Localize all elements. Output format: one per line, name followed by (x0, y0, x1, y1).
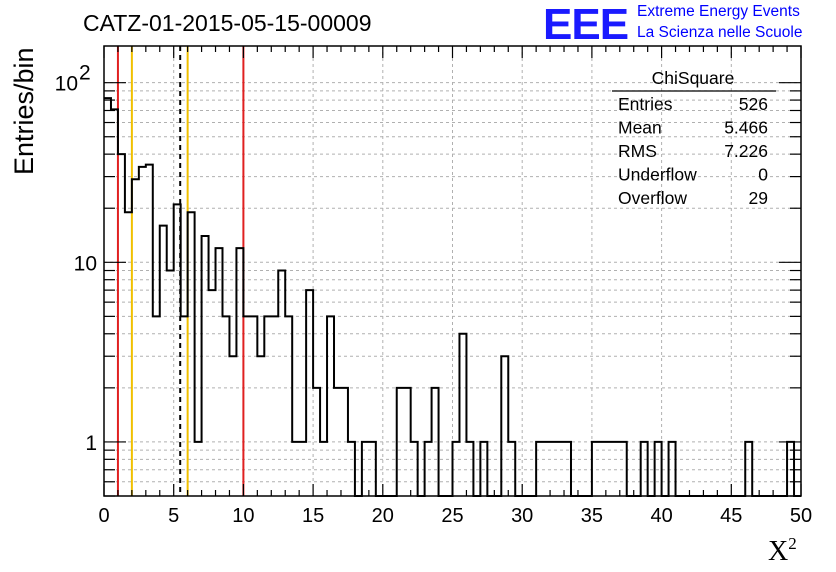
y-tick-exponent: 2 (79, 62, 91, 85)
stats-label: Entries (618, 94, 673, 114)
x-tick-label: 15 (302, 505, 324, 527)
x-tick-label: 40 (650, 505, 672, 527)
stats-label: Underflow (618, 165, 697, 185)
x-tick-label: 30 (511, 505, 533, 527)
x-tick-label: 35 (581, 505, 603, 527)
eee-logo: EEE (543, 0, 629, 49)
stats-label: Overflow (618, 188, 687, 208)
plot-title: CATZ-01-2015-05-15-00009 (83, 10, 372, 36)
x-tick-label: 25 (441, 505, 463, 527)
y-tick-label: 1 (85, 432, 97, 455)
stats-value: 526 (739, 94, 768, 114)
x-axis-label: X2 (768, 534, 797, 567)
stats-title: ChiSquare (652, 68, 735, 88)
stats-label: RMS (618, 141, 657, 161)
stats-label: Mean (618, 118, 662, 138)
x-tick-label: 10 (232, 505, 254, 527)
stats-box: ChiSquare Entries 526 Mean 5.466 RMS 7.226 Unde… (612, 68, 776, 208)
x-tick-label: 20 (372, 505, 394, 527)
logo-line-1: Extreme Energy Events (637, 3, 800, 20)
x-tick-label: 45 (720, 505, 742, 527)
x-tick-label: 5 (168, 505, 179, 527)
logo-line-2: La Scienza nelle Scuole (637, 24, 803, 41)
y-tick-label: 10 (74, 252, 97, 275)
stats-value: 7.226 (724, 141, 768, 161)
stats-value: 5.466 (724, 118, 768, 138)
stats-value: 0 (758, 165, 768, 185)
stats-value: 29 (749, 188, 768, 208)
histogram-outline (104, 97, 801, 497)
x-tick-label: 0 (98, 505, 109, 527)
x-tick-label: 50 (790, 505, 812, 527)
y-tick-label: 10 (55, 73, 78, 96)
